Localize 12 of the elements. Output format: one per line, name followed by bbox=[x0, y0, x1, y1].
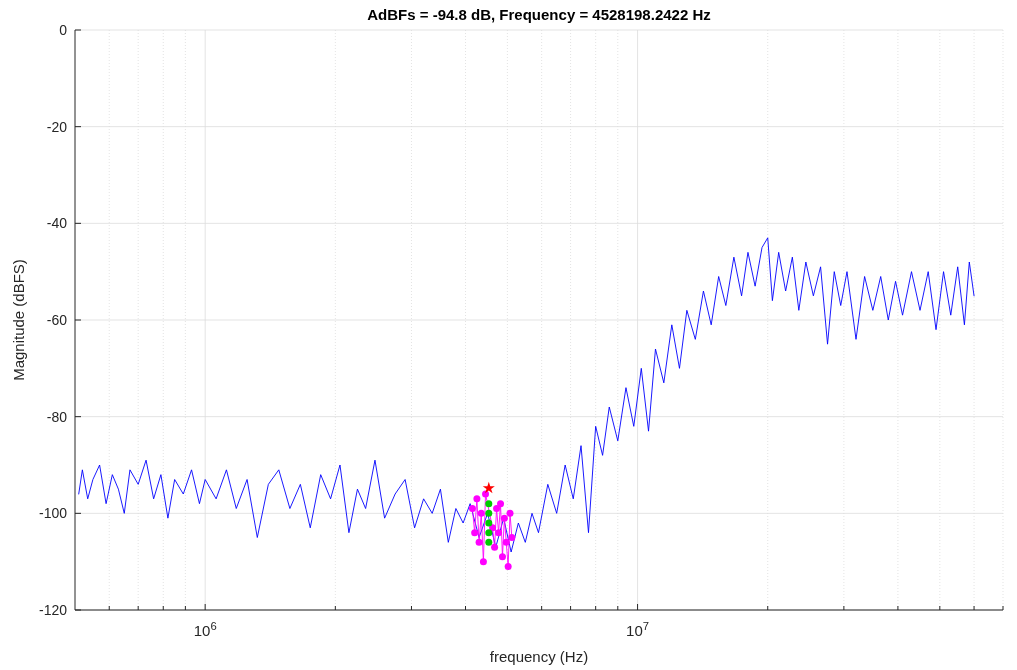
x-axis-title: frequency (Hz) bbox=[489, 648, 589, 665]
y-tick-label: -80 bbox=[46, 408, 68, 425]
y-tick-label: -120 bbox=[38, 602, 68, 618]
chart-title: AdBFs = -94.8 dB, Frequency = 4528198.2422 Hz bbox=[367, 6, 711, 23]
x-tick-label: 10$^{7}$ bbox=[626, 620, 650, 639]
y-tick-label: -20 bbox=[46, 118, 68, 135]
y-tick-label: -100 bbox=[38, 505, 68, 522]
y-axis-title: Magnitude (dBFS) bbox=[10, 259, 27, 381]
x-tick-label: 10$^{6}$ bbox=[193, 620, 217, 639]
y-tick-label: 0 bbox=[59, 22, 68, 38]
y-tick-label: -40 bbox=[46, 215, 68, 232]
y-tick-label: -60 bbox=[46, 312, 68, 328]
